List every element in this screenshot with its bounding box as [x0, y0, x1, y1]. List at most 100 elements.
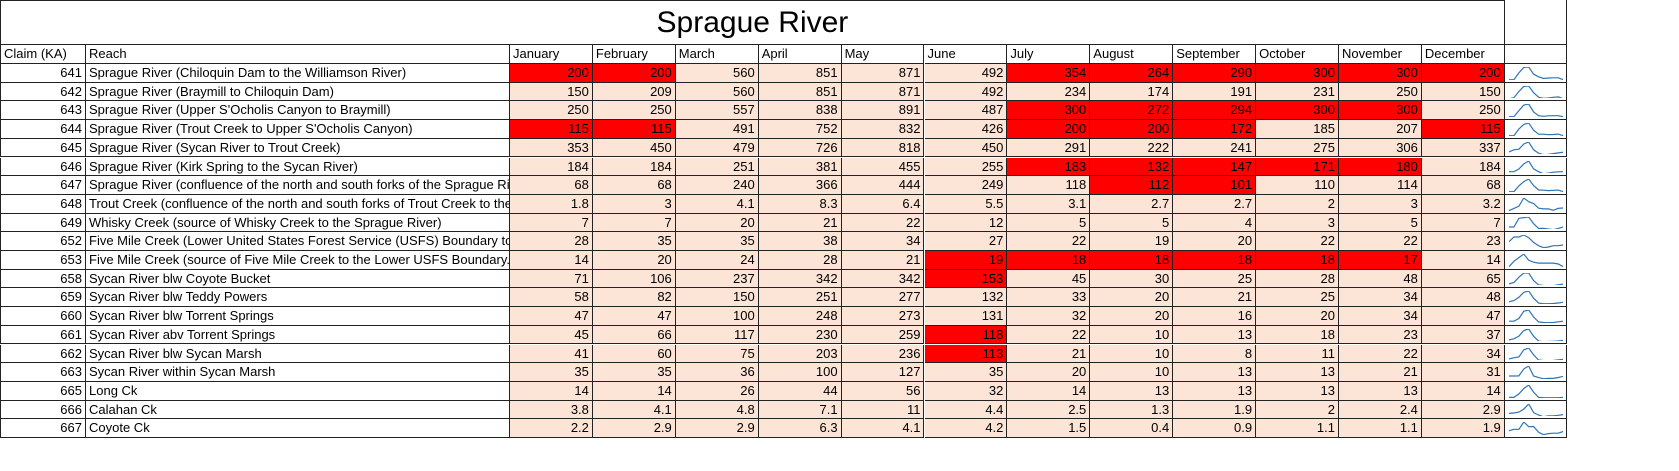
column-header: May — [841, 45, 925, 64]
reach-cell: Sprague River (Trout Creek to Upper S'Oc… — [86, 120, 510, 139]
value-cell: 7 — [1421, 213, 1505, 233]
value-cell: 60 — [592, 344, 676, 364]
value-cell: 300 — [1007, 101, 1091, 121]
value-cell: 47 — [1421, 307, 1505, 326]
value-cell: 10 — [1090, 344, 1174, 364]
sparkline-line — [1508, 384, 1563, 398]
value-cell: 14 — [510, 251, 593, 270]
value-cell: 34 — [1339, 288, 1422, 308]
sparkline — [1508, 310, 1563, 323]
value-cell: 240 — [675, 176, 759, 195]
value-cell: 10 — [1090, 325, 1174, 345]
column-header: Reach — [86, 45, 510, 64]
value-cell: 150 — [510, 82, 593, 102]
value-cell: 132 — [924, 288, 1008, 308]
value-cell: 230 — [758, 325, 842, 345]
value-cell: 28 — [758, 251, 842, 270]
value-cell: 290 — [1173, 64, 1257, 83]
value-cell: 264 — [1090, 64, 1174, 83]
claim-cell: 649 — [0, 213, 86, 233]
value-cell: 0.9 — [1173, 419, 1257, 438]
value-cell: 255 — [924, 157, 1008, 177]
reach-cell: Sycan River blw Sycan Marsh — [86, 344, 510, 364]
value-cell: 21 — [841, 251, 925, 270]
value-cell: 259 — [841, 325, 925, 345]
value-cell: 184 — [1421, 157, 1505, 177]
claim-cell: 641 — [0, 64, 86, 83]
value-cell: 153 — [924, 269, 1008, 289]
sparkline-cell — [1504, 82, 1567, 102]
value-cell: 22 — [1256, 232, 1339, 251]
value-cell: 4.2 — [924, 419, 1008, 438]
sparkline-line — [1508, 422, 1563, 435]
value-cell: 207 — [1339, 120, 1422, 139]
value-cell: 18 — [1173, 251, 1257, 270]
sparkline-line — [1508, 85, 1563, 99]
value-cell: 101 — [1173, 176, 1257, 195]
value-cell: 32 — [1007, 307, 1091, 326]
value-cell: 4.1 — [592, 400, 676, 420]
value-cell: 191 — [1173, 82, 1257, 102]
value-cell: 4.8 — [675, 400, 759, 420]
column-header: Claim (KA) — [0, 45, 86, 64]
claim-cell: 666 — [0, 400, 86, 420]
value-cell: 838 — [758, 101, 842, 121]
value-cell: 14 — [510, 381, 593, 401]
sparkline — [1508, 328, 1563, 342]
value-cell: 251 — [675, 157, 759, 177]
sparkline-cell — [1504, 176, 1567, 195]
reach-cell: Sprague River (Braymill to Chiloquin Dam… — [86, 82, 510, 102]
value-cell: 200 — [1090, 120, 1174, 139]
value-cell: 11 — [841, 400, 925, 420]
value-cell: 1.8 — [510, 194, 593, 214]
column-header: November — [1339, 45, 1422, 64]
sparkline — [1508, 123, 1563, 136]
value-cell: 4 — [1173, 213, 1257, 233]
value-cell: 147 — [1173, 157, 1257, 177]
sparkline-cell — [1504, 64, 1567, 83]
value-cell: 113 — [924, 344, 1008, 364]
value-cell: 851 — [758, 64, 842, 83]
sparkline — [1508, 291, 1563, 305]
value-cell: 8 — [1173, 344, 1257, 364]
value-cell: 1.1 — [1339, 419, 1422, 438]
value-cell: 47 — [510, 307, 593, 326]
column-header: June — [924, 45, 1008, 64]
value-cell: 353 — [510, 138, 593, 158]
sparkline — [1508, 141, 1563, 155]
value-cell: 35 — [510, 363, 593, 382]
value-cell: 13 — [1256, 381, 1339, 401]
value-cell: 818 — [841, 138, 925, 158]
sparkline-line — [1508, 216, 1563, 230]
value-cell: 337 — [1421, 138, 1505, 158]
value-cell: 20 — [1090, 307, 1174, 326]
sparkline — [1508, 347, 1563, 361]
claim-cell: 646 — [0, 157, 86, 177]
value-cell: 273 — [841, 307, 925, 326]
sparkline-cell — [1504, 381, 1567, 401]
reach-cell: Sycan River blw Torrent Springs — [86, 307, 510, 326]
sparkline-line — [1508, 272, 1563, 286]
value-cell: 20 — [1256, 307, 1339, 326]
claim-cell: 642 — [0, 82, 86, 102]
sparkline-cell — [1504, 363, 1567, 382]
value-cell: 492 — [924, 64, 1008, 83]
sparkline-cell — [1504, 120, 1567, 139]
value-cell: 354 — [1007, 64, 1091, 83]
value-cell: 13 — [1173, 325, 1257, 345]
sparkline-cell — [1504, 269, 1567, 289]
value-cell: 560 — [675, 82, 759, 102]
value-cell: 300 — [1339, 64, 1422, 83]
value-cell: 250 — [592, 101, 676, 121]
value-cell: 3.8 — [510, 400, 593, 420]
value-cell: 82 — [592, 288, 676, 308]
value-cell: 2 — [1256, 194, 1339, 214]
value-cell: 444 — [841, 176, 925, 195]
value-cell: 891 — [841, 101, 925, 121]
value-cell: 2 — [1256, 400, 1339, 420]
reach-cell: Sprague River (Chiloquin Dam to the Will… — [86, 64, 510, 83]
value-cell: 13 — [1256, 363, 1339, 382]
sparkline-cell — [1504, 288, 1567, 308]
sparkline-cell — [1504, 307, 1567, 326]
